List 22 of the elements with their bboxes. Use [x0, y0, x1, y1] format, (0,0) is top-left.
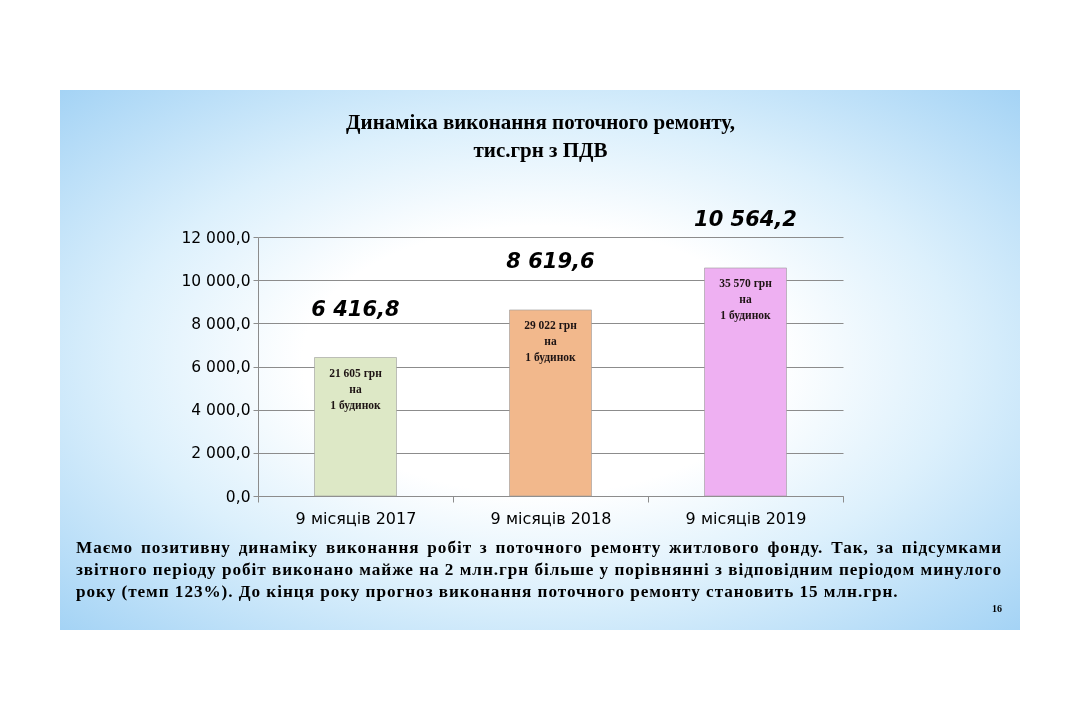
- bar: [704, 267, 787, 497]
- text: 16: [991, 603, 1002, 614]
- data-label: 10 564,2: [694, 206, 797, 231]
- x-tick-label: 9 місяців 2017: [295, 508, 417, 528]
- y-tick-label: 4 000,0: [191, 401, 251, 420]
- x-tick-label: 9 місяців 2019: [685, 508, 807, 528]
- y-tick-label: 6 000,0: [191, 358, 251, 376]
- y-tick-label: 8 000,0: [191, 314, 251, 333]
- y-tick-label: 2 000,0: [191, 444, 251, 463]
- text: Маємо позитивну динаміку виконання робіт з поточного ремонту житлового фонду. Так, за підсумками звітного періоду робіт виконано майже на 2 млн.грн більше у порівнянні з відповідним періодом минулого року (темп 123%). До кінця року прогноз виконання поточного ремонту становить 15 млн.грн.: [76, 537, 1002, 603]
- bar: [314, 357, 397, 497]
- annotation: 35 570 грн на 1 будинок: [719, 276, 773, 322]
- y-tick-label: 10 000,0: [181, 271, 251, 290]
- bar: [509, 309, 592, 497]
- y-tick-label: 0,0: [225, 487, 251, 506]
- data-label: 6 416,8: [311, 296, 400, 321]
- annotation: 29 022 грн на 1 будинок: [524, 318, 578, 364]
- annotation: 21 605 грн на 1 будинок: [329, 366, 383, 412]
- chart-title: Динаміка виконання поточного ремонту, тис.грн з ПДВ: [346, 109, 735, 162]
- data-label: 8 619,6: [506, 248, 595, 273]
- y-tick-label: 12 000,0: [181, 228, 251, 247]
- x-tick-label: 9 місяців 2018: [490, 508, 612, 528]
